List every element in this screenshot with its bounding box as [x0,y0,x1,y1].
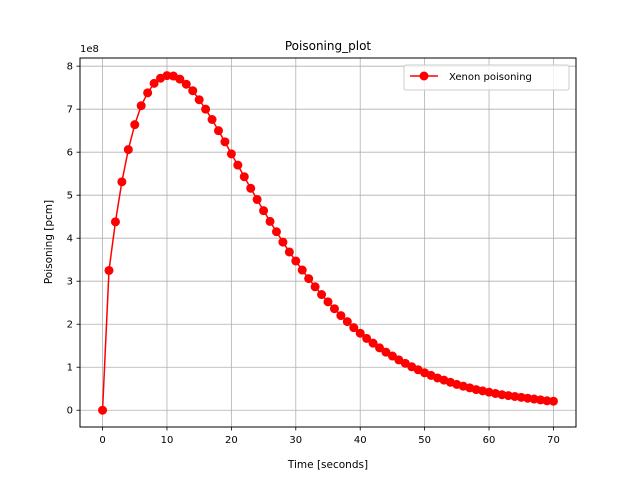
data-point [136,101,146,111]
data-point [194,95,204,105]
data-point [375,343,385,353]
data-point [355,328,365,338]
data-point [271,227,281,237]
x-tick-label: 20 [225,435,238,446]
legend-box [403,64,570,91]
plot-frame [79,57,577,428]
legend-entry-label: Xenon poisoning [449,72,532,83]
data-point [123,145,133,155]
data-point [143,88,153,98]
data-point [297,265,307,275]
data-point [233,160,243,170]
data-point [246,183,256,193]
y-tick-label: 8 [67,62,73,73]
data-point [252,194,262,204]
data-point [284,247,294,257]
chart-title: Poisoning_plot [285,39,372,53]
data-point [175,74,185,84]
data-point [259,206,269,216]
data-point [368,338,378,348]
data-point [104,265,114,275]
data-point [213,126,223,136]
x-tick-label: 60 [483,435,496,446]
data-point [181,79,191,89]
x-tick-label: 10 [161,435,174,446]
y-tick-label: 5 [67,191,73,202]
data-point [542,396,552,406]
y-axis-label: Poisoning [pcm] [43,200,55,284]
data-point [226,149,236,159]
y-tick-label: 7 [67,105,73,116]
y-tick-label: 4 [67,234,73,245]
data-point [149,78,159,88]
data-point [317,290,327,300]
data-point [381,347,391,357]
data-point [110,217,120,227]
series-line-group [98,71,558,415]
x-tick-label: 70 [547,435,560,446]
data-point [220,137,230,147]
data-point [265,216,275,226]
data-point [201,104,211,114]
y-tick-label: 0 [67,406,73,417]
x-tick-label: 40 [354,435,367,446]
data-point [336,311,346,321]
y-tick-label: 1 [67,363,73,374]
data-point [329,304,339,314]
data-point [291,256,301,266]
data-point [188,86,198,96]
x-tick-label: 50 [418,435,431,446]
y-axis-exponent: 1e8 [80,44,99,55]
ticks: 0 10 20 30 40 50 60 70 0 1 2 3 4 5 6 7 8 [67,62,560,446]
data-point [342,317,352,327]
grid [80,58,576,427]
legend: Xenon poisoning [403,64,570,91]
data-point [304,274,314,284]
data-point [130,120,140,130]
x-axis-label: Time [seconds] [287,459,368,471]
data-point [98,405,108,415]
data-point [207,115,217,124]
data-point [362,333,372,343]
data-point [239,172,249,182]
data-point [162,71,172,81]
data-point [310,282,320,292]
y-tick-label: 6 [67,148,73,159]
y-tick-label: 2 [67,320,73,331]
data-point [349,323,359,333]
y-tick-label: 3 [67,277,73,288]
data-point [117,177,127,187]
x-tick-label: 0 [99,435,105,446]
legend-marker-swatch [419,71,429,81]
data-point [323,297,333,307]
data-point [548,396,558,406]
data-point [278,237,288,247]
x-tick-label: 30 [289,435,302,446]
